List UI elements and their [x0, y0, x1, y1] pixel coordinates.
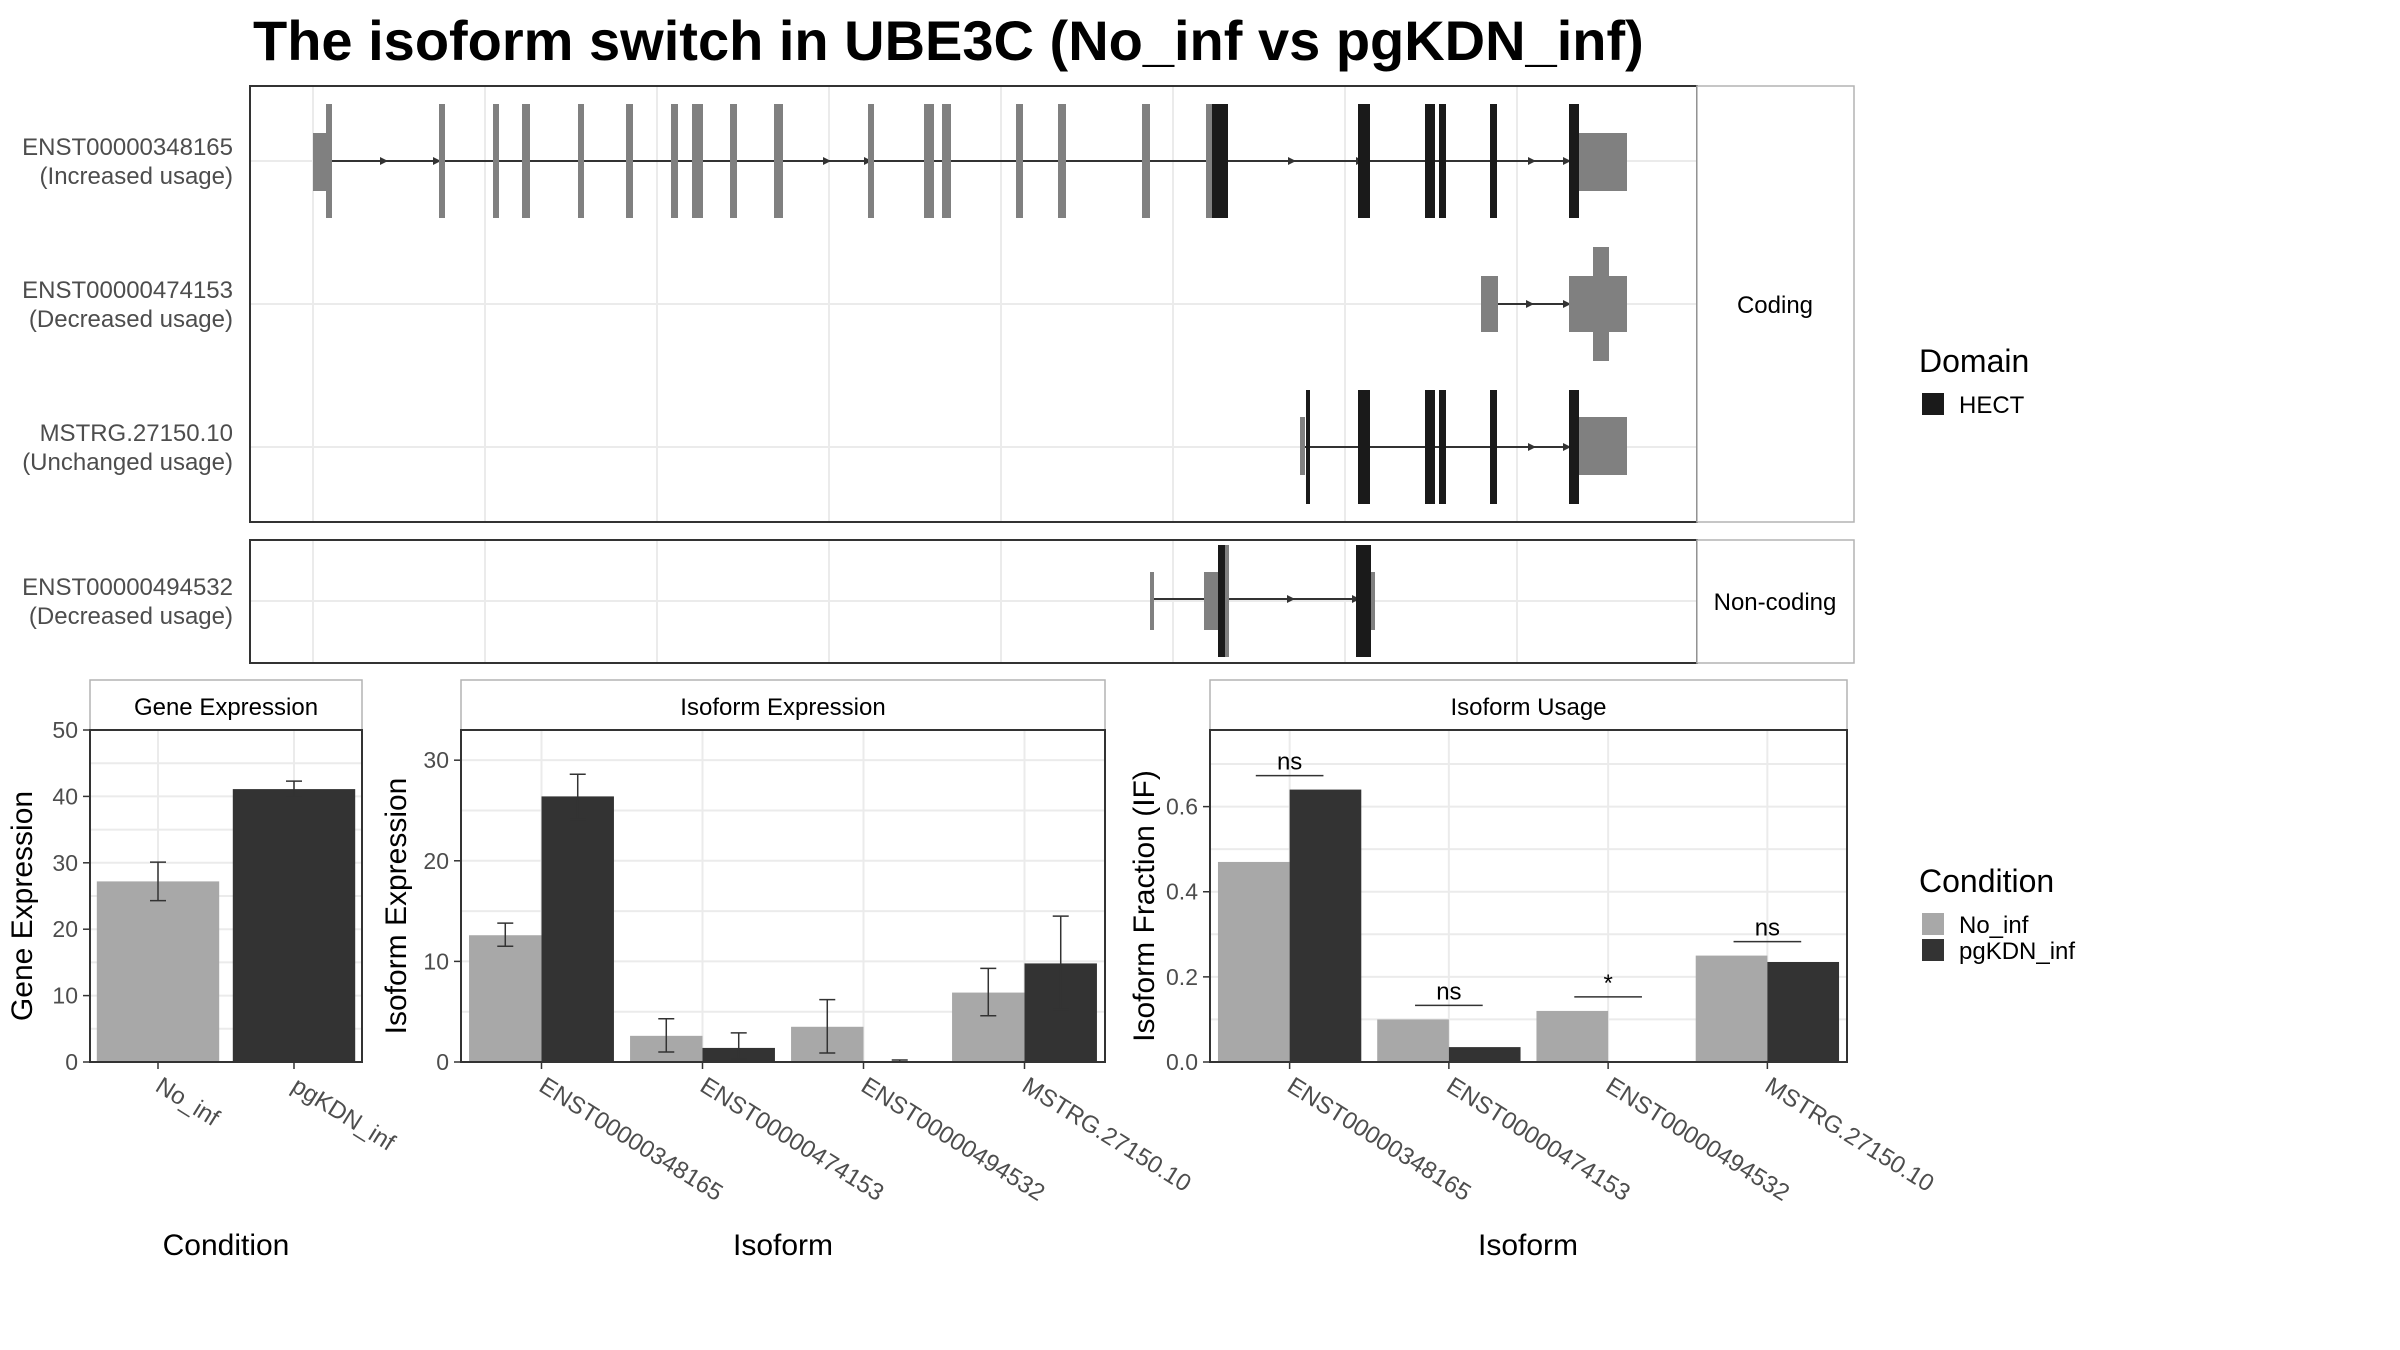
gene-strip-label: Gene Expression: [134, 694, 318, 721]
y-tick-label: 20: [52, 916, 78, 942]
condition-legend: Condition No_inf pgKDN_inf: [1919, 863, 2075, 965]
bar: [1448, 1047, 1521, 1062]
bar: [1377, 1019, 1449, 1062]
isoform-usage-panel: [1209, 729, 1848, 1063]
significance-label: ns: [1755, 915, 1780, 942]
coding-strip: [1696, 85, 1855, 523]
y-tick-label: 0.0: [1166, 1049, 1198, 1075]
gene-expression-chart: Gene Expression 0 10 20 30 40 50 No_inf pgKDN_in…: [6, 679, 400, 1262]
isoform-label-usage: (Decreased usage): [29, 603, 233, 630]
significance-label: ns: [1277, 749, 1302, 776]
bar: [469, 935, 542, 1062]
isoform-label-usage: (Decreased usage): [29, 306, 233, 333]
bar: [96, 881, 220, 1062]
y-tick-label: 10: [52, 983, 78, 1009]
isoform-usage-strip: [1209, 679, 1848, 731]
gene-y-axis-title: Gene Expression: [6, 791, 39, 1021]
isoform-expression-x-axis-title: Isoform: [733, 1229, 833, 1262]
y-tick-label: 30: [423, 747, 449, 773]
y-tick-label: 0.4: [1166, 879, 1198, 905]
condition-legend-title: Condition: [1919, 863, 2054, 899]
transcript-mstrg-27150-10: [1300, 390, 1627, 504]
isoform-expression-chart: Isoform Expression0102030ENST00000348165…: [380, 679, 1196, 1262]
isoform-usage-y-axis-title: Isoform Fraction (IF): [1128, 770, 1161, 1042]
isoform-label-id: MSTRG.27150.10: [40, 420, 233, 447]
significance-label: ns: [1436, 978, 1461, 1005]
isoform-expression-strip-label: Isoform Expression: [680, 694, 885, 721]
y-tick-label: 20: [423, 848, 449, 874]
domain-legend: Domain HECT: [1919, 343, 2029, 419]
isoform-expression-panel: [460, 729, 1106, 1063]
transcript-enst00000348165: [313, 104, 1627, 218]
y-tick-label: 0: [436, 1049, 449, 1075]
transcript-structure-plot: Coding Non-coding ENST00000348165 (Incre…: [22, 85, 1855, 664]
no-inf-legend-label: No_inf: [1959, 912, 2029, 939]
bar: [541, 796, 614, 1062]
transcript-enst00000474153: [1481, 247, 1627, 361]
noncoding-panel-grid: [250, 540, 1697, 663]
isoform-label-id: ENST00000348165: [22, 134, 233, 161]
page-title: The isoform switch in UBE3C (No_inf vs p…: [253, 9, 1644, 72]
x-tick-label: MSTRG.27150.10: [1017, 1072, 1195, 1197]
no-inf-legend-key: [1922, 913, 1944, 935]
hect-legend-label: HECT: [1959, 392, 2025, 419]
isoform-expression-y-axis-title: Isoform Expression: [380, 778, 413, 1035]
bar: [1767, 961, 1840, 1062]
isoform-usage-strip-label: Isoform Usage: [1450, 694, 1606, 721]
isoform-label-id: ENST00000494532: [22, 574, 233, 601]
y-tick-label: 0.6: [1166, 794, 1198, 820]
noncoding-strip: [1696, 539, 1855, 664]
y-tick-label: 0.2: [1166, 964, 1198, 990]
pgkdn-inf-legend-key: [1922, 939, 1944, 961]
significance-label: *: [1603, 970, 1612, 997]
isoform-expression-strip: [460, 679, 1106, 731]
bar: [1217, 861, 1290, 1062]
domain-legend-title: Domain: [1919, 343, 2029, 379]
coding-strip-label: Coding: [1737, 292, 1813, 319]
y-tick-label: 40: [52, 783, 78, 809]
x-tick-label: pgKDN_inf: [287, 1072, 400, 1157]
bar: [1289, 789, 1362, 1062]
y-tick-label: 0: [65, 1049, 78, 1075]
pgkdn-inf-legend-label: pgKDN_inf: [1959, 938, 2075, 965]
gene-panel: [89, 729, 363, 1063]
transcript-enst00000494532: [1150, 545, 1375, 657]
bar: [232, 789, 356, 1062]
y-tick-label: 50: [52, 717, 78, 743]
noncoding-strip-label: Non-coding: [1714, 589, 1837, 616]
y-tick-label: 30: [52, 850, 78, 876]
x-tick-label: No_inf: [151, 1072, 224, 1132]
isoform-usage-x-axis-title: Isoform: [1478, 1229, 1578, 1262]
isoform-label-id: ENST00000474153: [22, 277, 233, 304]
hect-legend-key: [1922, 393, 1944, 415]
bar: [1695, 955, 1768, 1062]
gene-strip: [89, 679, 363, 731]
coding-panel-grid: [250, 86, 1697, 522]
isoform-label-usage: (Unchanged usage): [22, 449, 233, 476]
bar: [1536, 1010, 1609, 1062]
isoform-label-usage: (Increased usage): [40, 163, 233, 190]
y-tick-label: 10: [423, 948, 449, 974]
gene-x-axis-title: Condition: [163, 1229, 290, 1262]
